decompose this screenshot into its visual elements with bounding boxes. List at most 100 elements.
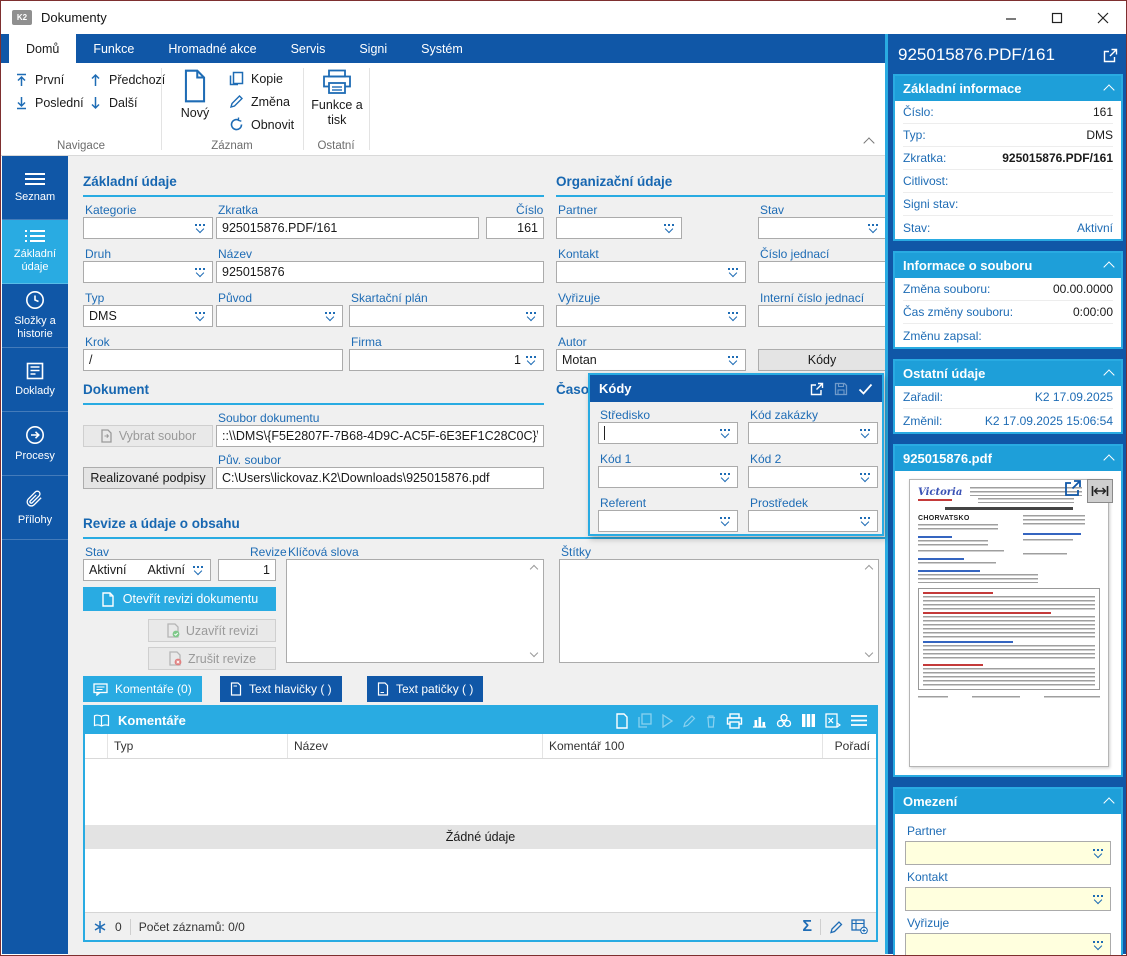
revize-number-field[interactable]: 1 xyxy=(218,559,276,581)
omezeni-kontakt-field[interactable] xyxy=(905,887,1111,911)
menu-tab-system[interactable]: Systém xyxy=(421,41,463,56)
nav-first-button[interactable]: První xyxy=(15,73,64,87)
puv-soubor-field[interactable]: C:\Users\lickovaz.K2\Downloads\925015876… xyxy=(216,467,544,489)
delete-row-icon[interactable] xyxy=(705,714,717,728)
cislo-jednaci-field[interactable] xyxy=(758,261,886,283)
dropdown-icon[interactable] xyxy=(725,268,740,276)
collapse-icon[interactable] xyxy=(1103,84,1115,96)
column-poradi[interactable]: Pořadí xyxy=(822,734,876,758)
quick-edit-icon[interactable] xyxy=(829,920,843,934)
nav-prev-button[interactable]: Předchozí xyxy=(89,73,165,87)
menu-tab-servis[interactable]: Servis xyxy=(290,41,326,56)
confirm-check-icon[interactable] xyxy=(858,383,873,395)
vybrat-soubor-button[interactable]: Vybrat soubor xyxy=(83,425,213,447)
column-typ[interactable]: Typ xyxy=(107,734,287,758)
dropdown-icon[interactable] xyxy=(322,312,337,320)
nav-next-button[interactable]: Další xyxy=(89,96,137,110)
edit-row-icon[interactable] xyxy=(682,714,696,728)
revize-stav-field[interactable]: Aktivní Aktivní xyxy=(83,559,211,581)
cluster-icon[interactable] xyxy=(776,713,792,728)
collapse-ribbon-icon[interactable] xyxy=(863,137,875,149)
nazev-field[interactable]: 925015876 xyxy=(216,261,544,283)
kod-zakazky-field[interactable] xyxy=(748,422,878,444)
omezeni-vyrizuje-field[interactable] xyxy=(905,933,1111,955)
collapse-icon[interactable] xyxy=(1103,797,1115,809)
dropdown-icon[interactable] xyxy=(192,224,207,232)
dropdown-icon[interactable] xyxy=(857,429,872,437)
stitky-textarea[interactable] xyxy=(559,559,879,663)
skartacni-plan-field[interactable] xyxy=(349,305,544,327)
save-icon[interactable] xyxy=(834,382,848,396)
omezeni-partner-field[interactable] xyxy=(905,841,1111,865)
minimize-button[interactable] xyxy=(988,1,1034,34)
sidebar-item-zakladni-udaje[interactable]: Základní údaje xyxy=(2,220,68,284)
filter-asterisk-icon[interactable] xyxy=(93,920,107,934)
kod2-field[interactable] xyxy=(748,466,878,488)
dropdown-icon[interactable] xyxy=(725,356,740,364)
excel-export-icon[interactable] xyxy=(825,713,841,728)
grid-menu-icon[interactable] xyxy=(850,714,868,727)
popout-preview-icon[interactable] xyxy=(1064,479,1082,497)
stredisko-field[interactable] xyxy=(598,422,738,444)
collapse-icon[interactable] xyxy=(1103,369,1115,381)
column-selector[interactable] xyxy=(85,734,107,758)
vyrizuje-field[interactable] xyxy=(556,305,746,327)
menu-tab-funkce[interactable]: Funkce xyxy=(93,41,135,56)
scrollbar[interactable] xyxy=(527,562,541,660)
sidebar-item-seznam[interactable]: Seznam xyxy=(2,156,68,220)
autor-field[interactable]: Motan xyxy=(556,349,746,371)
columns-icon[interactable] xyxy=(801,713,816,728)
prostredek-field[interactable] xyxy=(748,510,878,532)
kontakt-field[interactable] xyxy=(556,261,746,283)
maximize-button[interactable] xyxy=(1034,1,1080,34)
partner-field[interactable] xyxy=(556,217,682,239)
scrollbar[interactable] xyxy=(862,562,876,660)
fit-width-button[interactable] xyxy=(1087,479,1113,503)
chart-icon[interactable] xyxy=(752,714,767,728)
dropdown-icon[interactable] xyxy=(1090,941,1105,949)
menu-tab-signi[interactable]: Signi xyxy=(359,41,388,56)
dropdown-icon[interactable] xyxy=(192,312,207,320)
sidebar-item-slozky-historie[interactable]: Složky a historie xyxy=(2,284,68,348)
dropdown-icon[interactable] xyxy=(1090,849,1105,857)
add-table-icon[interactable] xyxy=(851,919,868,934)
dropdown-icon[interactable] xyxy=(1090,895,1105,903)
dropdown-icon[interactable] xyxy=(725,312,740,320)
sidebar-item-doklady[interactable]: Doklady xyxy=(2,348,68,412)
dropdown-icon[interactable] xyxy=(717,473,732,481)
sidebar-item-prilohy[interactable]: Přílohy xyxy=(2,476,68,540)
refresh-button[interactable]: Obnovit xyxy=(229,117,294,132)
dropdown-icon[interactable] xyxy=(523,356,538,364)
stav-field[interactable] xyxy=(758,217,886,239)
column-komentar[interactable]: Komentář 100 xyxy=(542,734,822,758)
tab-text-hlavicky[interactable]: Text hlavičky ( ) xyxy=(220,676,342,702)
menu-tab-hromadne-akce[interactable]: Hromadné akce xyxy=(168,41,257,56)
new-record-button[interactable]: Nový xyxy=(173,69,217,121)
new-row-icon[interactable] xyxy=(615,712,629,729)
dropdown-icon[interactable] xyxy=(865,224,880,232)
realizovane-podpisy-button[interactable]: Realizované podpisy xyxy=(83,467,213,489)
dropdown-icon[interactable] xyxy=(717,517,732,525)
dropdown-icon[interactable] xyxy=(523,312,538,320)
kody-button[interactable]: Kódy xyxy=(758,349,886,371)
kategorie-field[interactable] xyxy=(83,217,213,239)
dropdown-icon[interactable] xyxy=(192,268,207,276)
typ-field[interactable]: DMS xyxy=(83,305,213,327)
firma-field[interactable]: 1 xyxy=(349,349,544,371)
collapse-icon[interactable] xyxy=(1103,454,1115,466)
dropdown-icon[interactable] xyxy=(190,566,205,574)
collapse-icon[interactable] xyxy=(1103,261,1115,273)
cislo-field[interactable]: 161 xyxy=(486,217,544,239)
print-grid-icon[interactable] xyxy=(726,712,743,729)
zkratka-field[interactable]: 925015876.PDF/161 xyxy=(216,217,479,239)
tab-komentare[interactable]: Komentáře (0) xyxy=(83,676,202,702)
dropdown-icon[interactable] xyxy=(717,429,732,437)
popout-icon[interactable] xyxy=(1103,48,1118,63)
print-functions-button[interactable]: Funkce a tisk xyxy=(309,69,365,128)
copy-record-button[interactable]: Kopie xyxy=(229,71,283,86)
dropdown-icon[interactable] xyxy=(661,224,676,232)
column-nazev[interactable]: Název xyxy=(287,734,542,758)
dropdown-icon[interactable] xyxy=(857,473,872,481)
referent-field[interactable] xyxy=(598,510,738,532)
interni-cislo-jednaci-field[interactable] xyxy=(758,305,886,327)
